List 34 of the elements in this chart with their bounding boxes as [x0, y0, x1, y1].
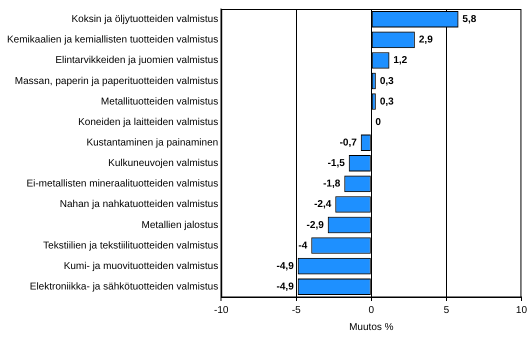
data-label: -1,8 — [323, 178, 341, 190]
y-tick-label: Ei-metallisten mineraalituotteiden valmistus — [26, 178, 218, 190]
data-label: -1,5 — [328, 158, 346, 170]
data-label: -2,9 — [306, 220, 324, 231]
data-label: 0 — [375, 116, 382, 128]
data-label: 0,3 — [380, 76, 394, 87]
x-tick-label: 5 — [444, 304, 450, 316]
data-label: -2,4 — [314, 199, 332, 210]
data-label: 0,3 — [380, 96, 394, 108]
y-tick-label: Massan, paperin ja paperituotteiden valmistus — [14, 76, 218, 87]
y-tick-label: Koksin ja öljytuotteiden valmistus — [71, 14, 218, 26]
x-axis-title: Muutos % — [349, 322, 394, 333]
data-label: -4,9 — [276, 260, 294, 272]
data-label: 2,9 — [418, 34, 434, 46]
data-label: -4,9 — [276, 281, 294, 292]
data-label: 5,8 — [462, 14, 477, 26]
y-tick-label: Metallituotteiden valmistus — [100, 96, 218, 108]
y-tick-label: Kemikaalien ja kemiallisten tuotteiden valmistus — [6, 34, 218, 46]
y-tick-label: Kulkuneuvojen valmistus — [108, 158, 218, 170]
x-tick-label: 10 — [516, 304, 528, 316]
y-tick-label: Metallien jalostus — [141, 220, 218, 231]
data-label: -4 — [298, 240, 308, 252]
y-tick-label: Elektroniikka- ja sähkötuotteiden valmistus — [30, 281, 218, 292]
y-tick-label: Kustantaminen ja painaminen — [86, 137, 218, 148]
y-tick-label: Koneiden ja laitteiden valmistus — [78, 116, 218, 128]
x-tick-label: -10 — [214, 304, 229, 316]
x-tick-label: -5 — [292, 304, 302, 316]
y-tick-label: Elintarvikkeiden ja juomien valmistus — [55, 55, 218, 66]
y-tick-label: Tekstiilien ja tekstiilituotteiden valmistus — [43, 240, 218, 252]
data-label: 1,2 — [393, 55, 408, 66]
x-tick-label: 0 — [368, 304, 375, 316]
y-tick-label: Kumi- ja muovituotteiden valmistus — [64, 260, 218, 272]
y-tick-label: Nahan ja nahkatuotteiden valmistus — [60, 199, 218, 210]
data-label: -0,7 — [340, 137, 358, 148]
